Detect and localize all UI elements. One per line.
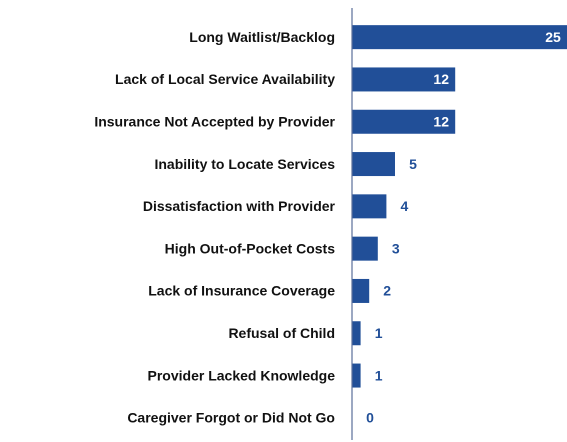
value-label: 1	[375, 367, 383, 383]
bar	[352, 25, 567, 50]
category-label: Provider Lacked Knowledge	[148, 367, 336, 383]
bar	[352, 278, 370, 303]
category-label: Lack of Local Service Availability	[115, 71, 335, 87]
value-label: 12	[433, 113, 449, 129]
category-label: Long Waitlist/Backlog	[189, 29, 335, 45]
value-label: 0	[366, 410, 374, 426]
value-label: 4	[401, 198, 409, 214]
value-label: 12	[433, 71, 449, 87]
value-label: 1	[375, 325, 383, 341]
category-label: Lack of Insurance Coverage	[148, 283, 335, 299]
category-label: Insurance Not Accepted by Provider	[94, 113, 335, 129]
value-label: 5	[409, 156, 417, 172]
bar	[352, 67, 456, 92]
bar	[352, 321, 361, 346]
category-label: Dissatisfaction with Provider	[143, 198, 336, 214]
category-label: Inability to Locate Services	[154, 156, 335, 172]
category-label: Caregiver Forgot or Did Not Go	[127, 410, 335, 426]
value-label: 2	[383, 283, 391, 299]
category-label: Refusal of Child	[228, 325, 335, 341]
bar	[352, 363, 361, 388]
bar	[352, 152, 395, 177]
bar	[352, 194, 387, 219]
category-label: High Out-of-Pocket Costs	[165, 240, 336, 256]
bar	[352, 109, 456, 134]
value-label: 3	[392, 240, 400, 256]
bar	[352, 236, 378, 261]
value-label: 25	[545, 29, 561, 45]
